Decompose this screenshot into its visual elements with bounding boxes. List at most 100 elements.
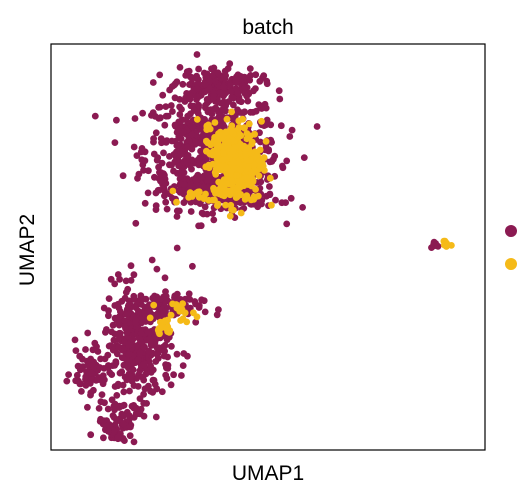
scatter-point bbox=[171, 158, 179, 166]
scatter-point bbox=[130, 271, 138, 279]
scatter-point bbox=[235, 124, 243, 131]
scatter-point bbox=[243, 174, 250, 182]
scatter-point bbox=[202, 163, 210, 171]
scatter-point bbox=[266, 174, 274, 182]
scatter-point bbox=[186, 81, 193, 88]
scatter-point bbox=[195, 93, 203, 100]
scatter-point bbox=[145, 167, 152, 175]
scatter-point bbox=[140, 166, 147, 174]
scatter-point bbox=[125, 351, 133, 358]
scatter-point bbox=[243, 145, 251, 152]
scatter-point bbox=[233, 172, 240, 180]
scatter-point bbox=[183, 159, 191, 167]
scatter-point bbox=[186, 94, 194, 101]
scatter-point bbox=[250, 87, 257, 95]
scatter-point bbox=[120, 388, 128, 396]
scatter-point bbox=[181, 181, 188, 189]
scatter-point bbox=[239, 115, 247, 123]
scatter-point bbox=[167, 102, 175, 109]
scatter-point bbox=[237, 191, 245, 198]
scatter-point bbox=[132, 219, 140, 227]
scatter-point bbox=[114, 433, 122, 441]
scatter-point bbox=[166, 327, 174, 335]
scatter-point bbox=[126, 432, 134, 440]
scatter-point bbox=[197, 147, 205, 155]
scatter-point bbox=[133, 152, 141, 160]
scatter-point bbox=[87, 431, 95, 439]
scatter-point bbox=[163, 205, 171, 213]
scatter-point bbox=[201, 308, 209, 316]
scatter-point bbox=[272, 196, 279, 204]
scatter-point bbox=[157, 135, 165, 143]
scatter-point bbox=[267, 121, 275, 129]
scatter-point bbox=[232, 76, 240, 83]
scatter-point bbox=[222, 201, 230, 209]
scatter-point bbox=[101, 355, 109, 363]
scatter-point bbox=[119, 172, 127, 180]
scatter-point bbox=[153, 311, 161, 318]
scatter-point bbox=[185, 67, 193, 75]
scatter-point bbox=[287, 194, 295, 202]
scatter-point bbox=[169, 108, 176, 115]
scatter-point bbox=[87, 369, 95, 377]
scatter-point bbox=[212, 170, 220, 178]
scatter-point bbox=[248, 138, 256, 146]
scatter-point bbox=[164, 361, 172, 369]
scatter-point bbox=[184, 152, 192, 159]
scatter-point bbox=[177, 317, 185, 324]
scatter-point bbox=[254, 203, 262, 211]
scatter-point bbox=[241, 195, 249, 203]
scatter-point bbox=[252, 107, 260, 115]
scatter-point bbox=[144, 328, 152, 336]
scatter-point bbox=[110, 336, 118, 344]
scatter-point bbox=[78, 388, 85, 395]
scatter-point bbox=[200, 183, 207, 191]
scatter-point bbox=[113, 392, 121, 399]
scatter-point bbox=[174, 127, 182, 134]
scatter-point bbox=[109, 346, 117, 354]
scatter-point bbox=[237, 209, 245, 217]
scatter-point bbox=[223, 115, 231, 123]
scatter-point bbox=[100, 417, 108, 425]
scatter-point bbox=[228, 108, 236, 116]
scatter-point bbox=[219, 122, 227, 129]
scatter-point bbox=[213, 311, 221, 319]
scatter-point bbox=[151, 173, 158, 181]
scatter-point bbox=[210, 94, 217, 102]
scatter-point bbox=[129, 336, 137, 343]
scatter-point bbox=[279, 164, 287, 172]
scatter-point bbox=[154, 154, 162, 162]
scatter-point bbox=[263, 77, 271, 85]
scatter-point bbox=[258, 105, 266, 112]
scatter-point bbox=[230, 159, 238, 167]
scatter-point bbox=[256, 146, 264, 154]
scatter-point bbox=[179, 80, 187, 88]
scatter-point bbox=[170, 81, 178, 89]
scatter-point bbox=[130, 382, 138, 389]
scatter-point bbox=[111, 400, 119, 408]
scatter-point bbox=[203, 137, 210, 145]
scatter-point bbox=[108, 328, 115, 336]
scatter-point bbox=[243, 92, 251, 100]
scatter-point bbox=[216, 89, 224, 97]
scatter-point bbox=[152, 129, 160, 137]
scatter-point bbox=[104, 364, 112, 371]
scatter-point bbox=[177, 147, 185, 155]
scatter-point bbox=[222, 179, 230, 187]
scatter-point bbox=[127, 262, 135, 270]
scatter-point bbox=[195, 188, 203, 196]
scatter-point bbox=[74, 362, 82, 370]
scatter-point bbox=[201, 81, 209, 88]
scatter-point bbox=[442, 240, 449, 248]
scatter-point bbox=[150, 135, 158, 143]
scatter-point bbox=[227, 82, 234, 89]
scatter-point bbox=[111, 280, 119, 288]
scatter-point bbox=[214, 189, 222, 196]
scatter-point bbox=[228, 94, 236, 101]
scatter-point bbox=[215, 306, 222, 314]
scatter-point bbox=[160, 352, 168, 360]
scatter-point bbox=[160, 310, 168, 317]
scatter-point bbox=[105, 312, 112, 320]
scatter-point bbox=[224, 138, 232, 146]
